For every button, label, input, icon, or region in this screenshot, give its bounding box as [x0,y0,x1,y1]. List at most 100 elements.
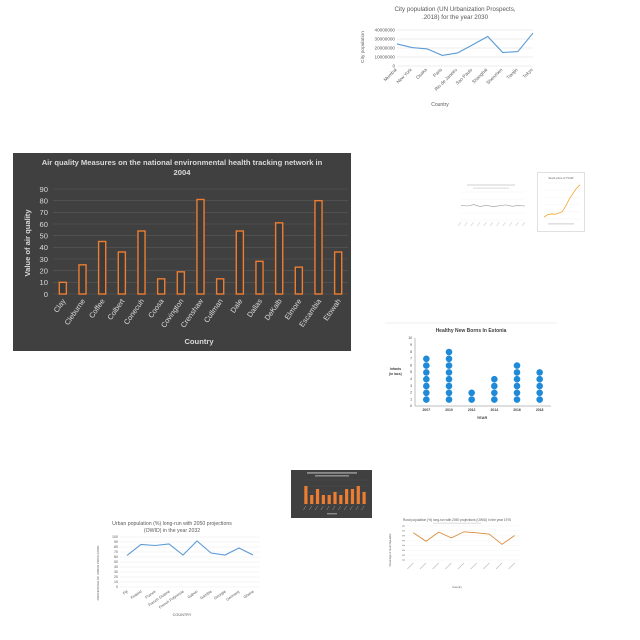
x-tick-label: 2007 [423,408,431,412]
data-dot [423,396,430,403]
x-tick-label [457,221,462,227]
y-tick-label: 0 [410,404,412,408]
newborns-dot-chart: Healthy New Borns In Estonia Infants (in… [385,322,557,422]
x-tick-label: Coffee [87,297,107,320]
x-tick-label: Finland [130,590,142,600]
chart-title-line-2: .2018) for the year 2030 [422,14,489,21]
x-tick-label [314,505,318,511]
x-tick-label: 2012 [468,408,476,412]
y-axis-label: City population [360,31,366,63]
data-dot [423,375,430,383]
x-tick-label: Tokyo [522,67,534,79]
bar [58,281,68,295]
y-tick-label [402,554,405,556]
bar [315,489,320,504]
data-dot [445,382,453,390]
bar [314,199,323,295]
bar [362,492,366,504]
x-tick-label [432,562,439,570]
y-tick-label [402,525,405,527]
chart-title: Stock price of TCAP [548,176,573,180]
title-placeholder [315,475,349,477]
y-tick-label: 0 [392,64,395,69]
data-dot [468,396,475,403]
data-dot [468,389,475,397]
data-dot [536,382,543,390]
y-tick-label: 0 [44,290,48,299]
data-dot [445,389,453,397]
x-tick-label [483,221,487,227]
x-tick-label: Paris [432,67,443,78]
bar [333,492,337,504]
x-tick-label: French Polynesia [158,589,185,610]
title-placeholder [473,187,509,189]
data-dot [513,375,521,383]
x-tick-label [476,221,481,227]
dark-bar-thumbnail [291,470,372,518]
x-tick-label [355,505,359,511]
y-tick-label: 60 [40,220,48,229]
y-tick-label: 40 [40,243,48,252]
y-tick-label: 3 [410,384,412,388]
series-line [543,184,581,218]
x-tick-label [502,221,507,227]
y-tick-label: 70 [40,208,48,217]
data-dot [513,396,521,403]
data-dot [536,375,543,383]
y-tick-label: 20000000 [375,46,396,51]
data-dot [513,369,521,376]
bar [274,222,284,295]
x-tick-label: 2018 [536,408,544,412]
chart-title-line-2: 2004 [174,168,192,177]
y-tick-label: 4 [410,377,412,381]
y-tick-label: 20 [40,266,48,275]
y-tick-label: 20 [114,575,118,579]
y-tick-label [402,559,405,561]
chart-title: Healthy New Borns In Estonia [436,328,507,334]
y-tick-label: 50 [40,231,48,240]
y-tick-label: 1 [410,397,412,401]
x-tick-label [489,221,494,227]
x-tick-label: 2016 [513,408,521,412]
x-tick-label [508,562,515,570]
x-tick-label [508,221,513,227]
bar [215,278,225,295]
data-dot [445,375,453,383]
x-tick-label: Gabon [187,590,199,600]
x-tick-label: Germany [225,589,240,601]
x-tick-label [338,505,342,511]
chart-title: Rural population (%) long-run with 2050 … [403,518,511,522]
bar [255,260,264,295]
x-tick-label [326,505,330,511]
title-placeholder [433,522,481,524]
y-tick-label: 2 [410,391,412,395]
y-tick-label [402,539,405,542]
data-dot [423,382,430,390]
x-tick-label: Dallas [245,297,264,319]
bar [97,240,107,295]
bar [310,495,314,504]
x-tick-label [470,221,475,227]
bar [137,230,146,295]
data-dot [491,382,498,390]
data-dot [536,369,543,376]
data-dot [513,389,521,397]
x-tick-label: Gambia [199,589,213,600]
bar [156,278,166,295]
x-tick-label: Cullman [202,297,225,324]
y-tick-label: 10 [40,278,48,287]
y-tick-label: 90 [114,540,118,544]
x-tick-label [419,562,427,570]
x-tick-label [445,562,452,570]
y-axis-label: Percentage of Rural Population [389,533,392,567]
y-tick-label: 30000000 [375,37,396,42]
bar [321,495,325,504]
x-tick-label [470,562,477,570]
bar [345,489,349,504]
x-tick-label: 2014 [491,408,499,412]
data-dot [445,348,453,356]
x-tick-label: Coosa [146,296,166,319]
x-axis-label: Country [184,337,214,346]
x-tick-label: Osaka [415,67,428,80]
bar [304,486,308,504]
